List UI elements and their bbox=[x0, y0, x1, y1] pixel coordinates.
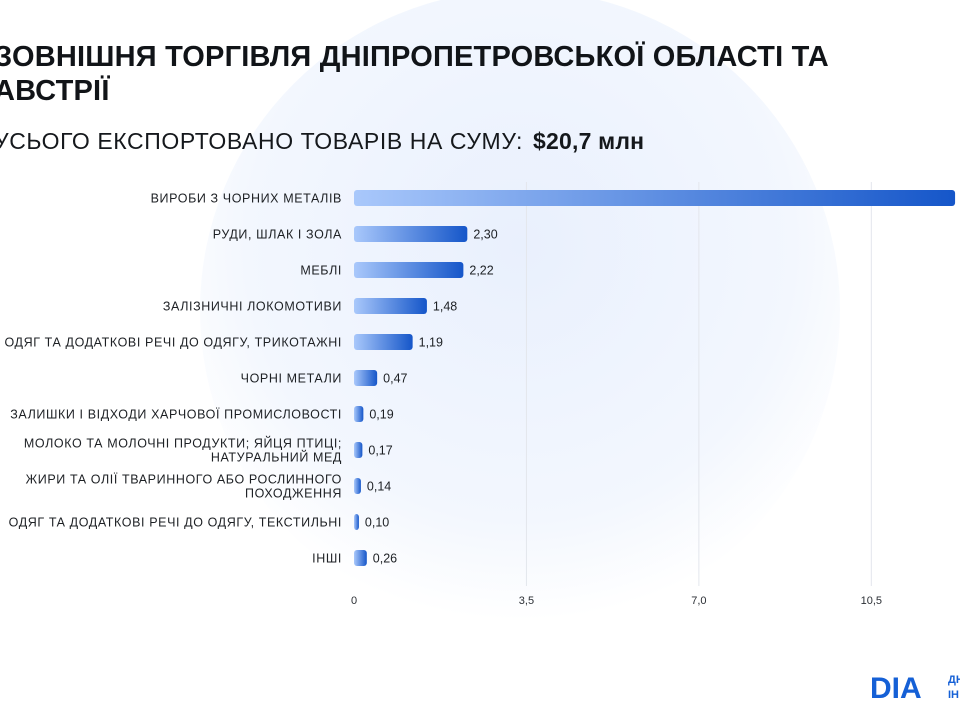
background-circle bbox=[200, 0, 840, 630]
category-label: ОДЯГ ТА ДОДАТКОВІ РЕЧІ ДО ОДЯГУ, ТЕКСТИЛ… bbox=[9, 516, 342, 530]
bar bbox=[354, 442, 363, 458]
value-label: 0,26 bbox=[373, 552, 397, 566]
category-label: ЗАЛИШКИ І ВІДХОДИ ХАРЧОВОЇ ПРОМИСЛОВОСТІ bbox=[10, 408, 342, 422]
labels: 0 3,5 7,0 10,5 ВИРОБИ З ЧОРНИХ МЕТАЛІВ РУДИ, … bbox=[4, 192, 882, 608]
value-label: 1,19 bbox=[419, 336, 443, 350]
bar bbox=[354, 334, 413, 350]
category-label: ПОХОДЖЕННЯ bbox=[245, 487, 342, 501]
subtitle-text: УСЬОГО ЕКСПОРТОВАНО ТОВАРІВ НА СУМУ: bbox=[0, 128, 524, 154]
bar bbox=[354, 406, 364, 422]
bar bbox=[354, 514, 359, 530]
value-label: 0,17 bbox=[368, 444, 392, 458]
category-label: ЧОРНІ МЕТАЛИ bbox=[241, 372, 342, 386]
grid-lines bbox=[525, 182, 872, 586]
x-tick-label: 3,5 bbox=[519, 595, 534, 607]
category-label: ЖИРИ ТА ОЛІЇ ТВАРИННОГО АБО РОСЛИННОГО bbox=[26, 473, 342, 487]
logo-sub-2: ІН bbox=[948, 689, 959, 701]
bar bbox=[354, 262, 464, 278]
value-label: 0,14 bbox=[367, 480, 391, 494]
category-label: НАТУРАЛЬНИЙ МЕД bbox=[211, 450, 342, 465]
category-label: ВИРОБИ З ЧОРНИХ МЕТАЛІВ bbox=[151, 192, 342, 206]
value-label: 0,47 bbox=[383, 372, 407, 386]
bar bbox=[354, 478, 361, 494]
logo-text: DIA bbox=[870, 672, 922, 705]
bars bbox=[354, 190, 956, 566]
category-label: ЗАЛІЗНИЧНІ ЛОКОМОТИВИ bbox=[163, 300, 342, 314]
value-label: 2,30 bbox=[473, 228, 497, 242]
value-label: 0,10 bbox=[365, 516, 389, 530]
total-export-value: $20,7 млн bbox=[533, 128, 645, 154]
category-label: МЕБЛІ bbox=[300, 264, 342, 278]
bar bbox=[354, 298, 427, 314]
logo-sub-1: ДН bbox=[948, 674, 960, 686]
category-label: РУДИ, ШЛАК І ЗОЛА bbox=[213, 228, 342, 242]
category-label: МОЛОКО ТА МОЛОЧНІ ПРОДУКТИ; ЯЙЦЯ ПТИЦІ; bbox=[24, 436, 342, 451]
bar bbox=[354, 226, 468, 242]
bar bbox=[354, 190, 956, 206]
value-label: 2,22 bbox=[469, 264, 493, 278]
page-title: ЗОВНІШНЯ ТОРГІВЛЯ ДНІПРОПЕТРОВСЬКОЇ ОБЛА… bbox=[0, 41, 829, 107]
dia-logo: DIA ДН ІН bbox=[870, 672, 960, 705]
bar bbox=[354, 550, 367, 566]
x-tick-label: 10,5 bbox=[861, 595, 882, 607]
value-label: 1,48 bbox=[433, 300, 457, 314]
category-label: ОДЯГ ТА ДОДАТКОВІ РЕЧІ ДО ОДЯГУ, ТРИКОТА… bbox=[4, 336, 342, 350]
x-tick-label: 0 bbox=[351, 595, 357, 607]
x-tick-label: 7,0 bbox=[691, 595, 706, 607]
page-subtitle: УСЬОГО ЕКСПОРТОВАНО ТОВАРІВ НА СУМУ: $20,… bbox=[0, 128, 644, 155]
bar bbox=[354, 370, 378, 386]
value-label: 0,19 bbox=[369, 408, 393, 422]
category-label: ІНШІ bbox=[312, 552, 342, 566]
